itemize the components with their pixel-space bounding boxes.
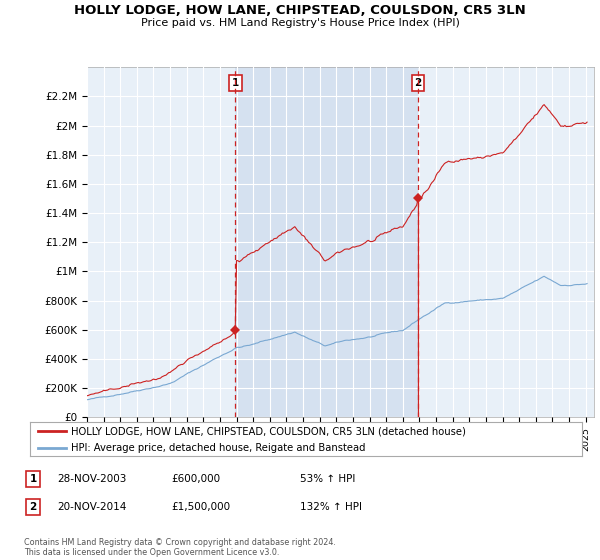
Text: 53% ↑ HPI: 53% ↑ HPI [300, 474, 355, 484]
Text: HOLLY LODGE, HOW LANE, CHIPSTEAD, COULSDON, CR5 3LN (detached house): HOLLY LODGE, HOW LANE, CHIPSTEAD, COULSD… [71, 426, 466, 436]
Text: £1,500,000: £1,500,000 [171, 502, 230, 512]
Text: £600,000: £600,000 [171, 474, 220, 484]
Text: 2: 2 [29, 502, 37, 512]
Bar [235, 67, 418, 417]
Text: HPI: Average price, detached house, Reigate and Banstead: HPI: Average price, detached house, Reig… [71, 443, 366, 452]
Text: Contains HM Land Registry data © Crown copyright and database right 2024.
This d: Contains HM Land Registry data © Crown c… [24, 538, 336, 557]
Text: 1: 1 [232, 78, 239, 88]
Text: 28-NOV-2003: 28-NOV-2003 [57, 474, 127, 484]
Text: 2: 2 [415, 78, 422, 88]
Text: 132% ↑ HPI: 132% ↑ HPI [300, 502, 362, 512]
Text: 20-NOV-2014: 20-NOV-2014 [57, 502, 127, 512]
Text: Price paid vs. HM Land Registry's House Price Index (HPI): Price paid vs. HM Land Registry's House … [140, 18, 460, 29]
Text: HOLLY LODGE, HOW LANE, CHIPSTEAD, COULSDON, CR5 3LN: HOLLY LODGE, HOW LANE, CHIPSTEAD, COULSD… [74, 4, 526, 17]
Text: 1: 1 [29, 474, 37, 484]
